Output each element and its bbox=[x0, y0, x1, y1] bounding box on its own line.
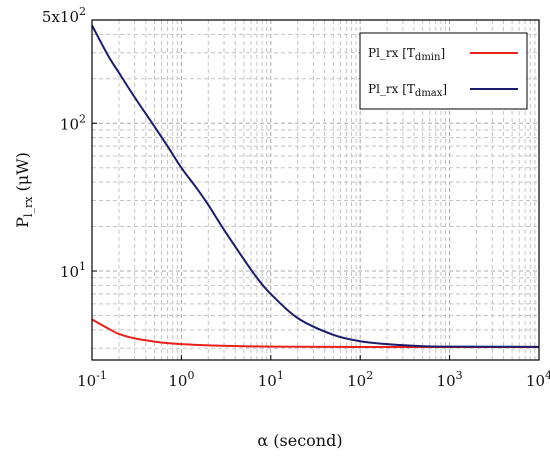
x-tick-label: 10-1 bbox=[77, 369, 107, 390]
y-tick-label: 102 bbox=[60, 112, 86, 133]
x-tick-labels: 10-1 100 101 102 103 104 bbox=[77, 355, 550, 390]
legend-label-dmax-end: ] bbox=[442, 82, 447, 96]
x-axis-title: α (second) bbox=[257, 431, 342, 450]
series-layer bbox=[91, 24, 540, 349]
x-tick-label: 104 bbox=[526, 369, 550, 390]
plot-frame bbox=[91, 19, 540, 361]
y-tick-label: 101 bbox=[60, 260, 86, 281]
legend-label-dmax: Pl_rx [Tdmax] bbox=[368, 82, 447, 99]
legend-label-dmax-main: Pl_rx [T bbox=[368, 82, 415, 96]
y-tick-labels: 101 102 5x102 bbox=[42, 5, 97, 281]
legend-label-dmin-main: Pl_rx [T bbox=[368, 46, 415, 60]
legend-box bbox=[359, 32, 528, 110]
x-tick-label: 100 bbox=[168, 369, 194, 390]
series-line-dmin bbox=[91, 318, 539, 349]
y-axis-title: Pl_rx (μW) bbox=[13, 152, 35, 228]
legend-label-dmax-sub: dmax bbox=[415, 88, 443, 99]
y-tick-label: 5x102 bbox=[42, 5, 86, 26]
legend: Pl_rx [Tdmin] Pl_rx [Tdmax] bbox=[359, 32, 528, 110]
x-tick-label: 101 bbox=[258, 369, 284, 390]
legend-label-dmin: Pl_rx [Tdmin] bbox=[368, 46, 445, 63]
legend-label-dmin-end: ] bbox=[440, 46, 445, 60]
grid-lines bbox=[92, 20, 539, 360]
legend-label-dmin-sub: dmin bbox=[415, 52, 441, 63]
y-axis-title-sub: l_rx bbox=[22, 196, 35, 217]
y-axis-title-main: P bbox=[13, 217, 32, 228]
series-line-dmax bbox=[91, 24, 540, 348]
y-axis-title-unit: (μW) bbox=[13, 152, 32, 196]
x-tick-label: 102 bbox=[347, 369, 373, 390]
x-tick-label: 103 bbox=[437, 369, 463, 390]
